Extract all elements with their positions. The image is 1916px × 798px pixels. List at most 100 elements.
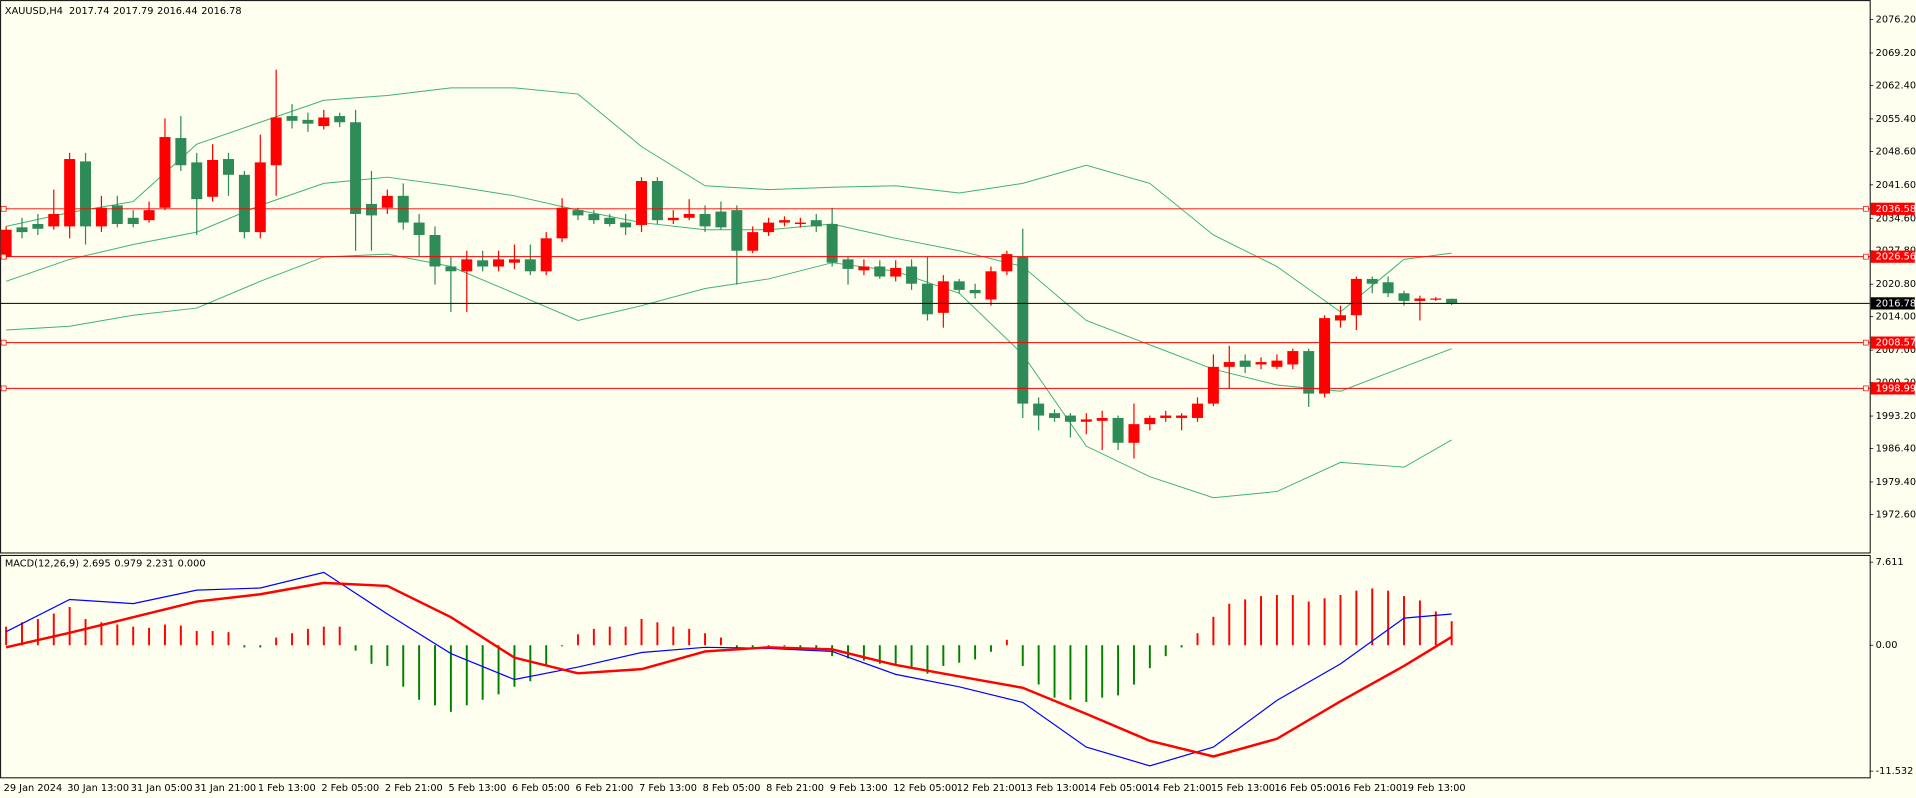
candle-body [620,222,632,228]
candle-body [1239,360,1251,367]
candle-body [1334,315,1346,321]
candle-body [64,159,76,227]
candle-body [1080,419,1092,422]
x-tick-label: 2 Feb 21:00 [385,783,443,794]
x-tick-label: 14 Feb 05:00 [1084,783,1148,794]
x-tick-label: 6 Feb 05:00 [512,783,570,794]
level-marker [0,339,7,346]
level-label-bg [1870,382,1915,395]
y-tick-label: 2014.00 [1876,312,1916,323]
x-tick-label: 1 Feb 13:00 [258,783,316,794]
candle-body [604,217,616,224]
candle-body [731,210,743,251]
x-tick-label: 29 Jan 2024 [4,783,63,794]
candle-body [1287,351,1299,365]
y-tick-label: 1979.40 [1876,477,1916,488]
candle-body [32,223,44,229]
candle-body [1414,298,1426,301]
candle-body [1319,318,1331,394]
y-tick-label: 2069.20 [1876,48,1916,59]
candle-body [906,266,918,284]
y-tick-label: 2034.60 [1876,213,1916,224]
low-readout: 2016.44 [157,6,197,17]
macd-line [5,581,1453,758]
x-tick-label: 15 Feb 13:00 [1211,783,1275,794]
macd-value: 0.979 [114,558,142,569]
candle-body [572,210,584,216]
y-tick-label: 2048.60 [1876,146,1916,157]
candle-body [0,229,12,257]
candle-body [1382,282,1394,294]
x-tick-label: 7 Feb 13:00 [639,783,697,794]
level-marker [0,205,7,212]
candle-body [890,267,902,277]
x-tick-label: 9 Feb 13:00 [830,783,888,794]
candle-body [937,281,949,313]
candle-body [1303,351,1315,394]
candle-body [238,174,250,233]
candle-body [858,266,870,271]
y-tick-label: 1986.40 [1876,444,1916,455]
candle-body [350,122,362,214]
candle-body [16,227,28,233]
candle-body [127,217,139,224]
candle-body [1430,298,1442,300]
y-tick-label: 0.00 [1876,640,1898,651]
candle-body [1064,415,1076,422]
level-marker [1863,339,1869,346]
candle-body [1128,424,1140,443]
candle-body [159,137,171,208]
y-tick-label: 2020.80 [1876,279,1916,290]
x-tick-label: 30 Jan 13:00 [67,783,129,794]
candle-body [191,162,203,200]
y-tick-label: 1972.60 [1876,509,1916,520]
candle-body [286,116,298,121]
x-tick-label: 5 Feb 13:00 [448,783,506,794]
x-tick-label: 14 Feb 21:00 [1147,783,1211,794]
candle-body [1144,417,1156,425]
macd-value: 2.695 [83,558,111,569]
x-tick-label: 31 Jan 05:00 [131,783,193,794]
main-panel [0,0,1871,554]
bollinger-band [6,87,1452,313]
candle-body [1017,256,1029,404]
candle-body [318,117,330,127]
symbol: XAUUSD,H4 [5,6,63,17]
candle-body [556,207,568,239]
candle-body [1192,403,1203,418]
level-marker [1863,205,1869,212]
main-readout: XAUUSD,H4 2017.74 2017.79 2016.44 2016.78 [5,6,242,17]
candle-body [588,213,600,221]
level-label-bg [1870,250,1915,263]
candle-body [1398,293,1410,301]
x-tick-label: 19 Feb 13:00 [1402,783,1466,794]
candle-body [715,211,727,228]
candle-body [95,207,107,227]
candle-body [1223,362,1235,367]
x-tick-label: 31 Jan 21:00 [194,783,256,794]
candle-body [1033,403,1045,416]
level-marker [1863,385,1869,392]
level-label-bg [1870,336,1915,349]
candle-body [1350,278,1362,316]
candle-body [1271,360,1283,367]
candle-body [1096,417,1108,421]
x-tick-label: 12 Feb 21:00 [957,783,1021,794]
y-tick-label: 2076.20 [1876,15,1916,26]
x-tick-label: 8 Feb 21:00 [766,783,824,794]
macd-title: MACD(12,26,9) [5,558,79,569]
level-marker [0,253,7,260]
level-marker [0,385,7,392]
y-tick-label: 7.611 [1876,557,1904,568]
candle-body [810,220,822,227]
candle-body [794,222,806,224]
y-tick-label: 2007.00 [1876,345,1916,356]
x-tick-label: 13 Feb 13:00 [1020,783,1084,794]
candle-body [969,289,981,294]
candle-body [667,217,679,221]
candle-body [1446,298,1458,304]
candle-body [413,222,425,235]
open-readout: 2017.74 [69,6,109,17]
candle-body [302,119,314,124]
